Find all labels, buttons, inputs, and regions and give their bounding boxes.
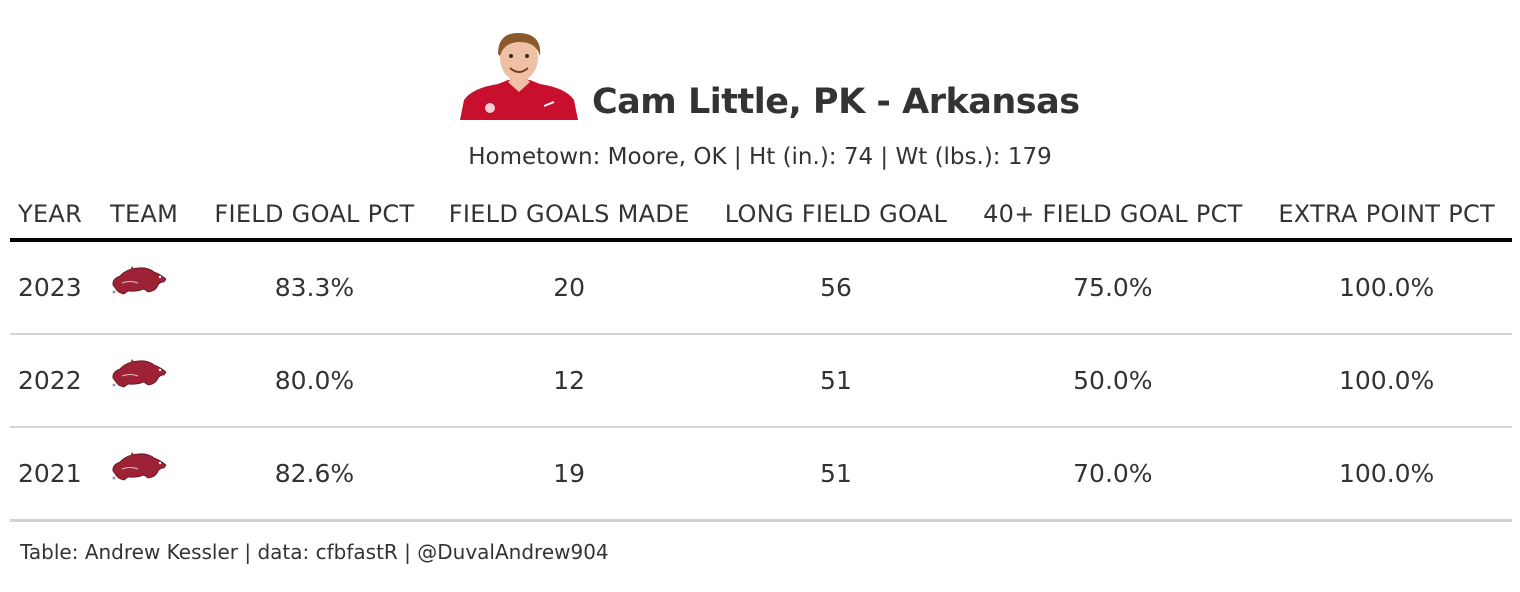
arkansas-razorback-icon <box>112 358 167 388</box>
column-header: LONG FIELD GOAL <box>707 190 965 242</box>
fg-pct-cell: 83.3% <box>198 240 431 335</box>
year-cell: 2022 <box>10 334 102 428</box>
table-row: 2022 80.0% 12 51 50.0% 100.0% <box>10 334 1512 428</box>
source-caption: Table: Andrew Kessler | data: cfbfastR |… <box>20 540 609 564</box>
column-header: FIELD GOAL PCT <box>198 190 431 242</box>
team-cell <box>102 334 198 428</box>
long-fg-cell: 51 <box>707 427 965 522</box>
xp-pct-cell: 100.0% <box>1261 334 1512 428</box>
year-cell: 2021 <box>10 427 102 522</box>
stats-table: YEAR TEAM FIELD GOAL PCT FIELD GOALS MAD… <box>10 190 1512 522</box>
table-header-row: YEAR TEAM FIELD GOAL PCT FIELD GOALS MAD… <box>10 190 1512 242</box>
column-header: TEAM <box>102 190 198 242</box>
fg-pct-cell: 82.6% <box>198 427 431 522</box>
team-cell <box>102 427 198 522</box>
fg-made-cell: 12 <box>430 334 708 428</box>
fg40-pct-cell: 70.0% <box>964 427 1262 522</box>
fg-pct-cell: 80.0% <box>198 334 431 428</box>
fg-made-cell: 19 <box>430 427 708 522</box>
column-header: YEAR <box>10 190 102 242</box>
fg40-pct-cell: 75.0% <box>964 240 1262 335</box>
arkansas-razorback-icon <box>112 451 167 481</box>
xp-pct-cell: 100.0% <box>1261 427 1512 522</box>
arkansas-razorback-icon <box>112 265 167 295</box>
column-header: 40+ FIELD GOAL PCT <box>964 190 1262 242</box>
fg-made-cell: 20 <box>430 240 708 335</box>
column-header: FIELD GOALS MADE <box>430 190 708 242</box>
column-header: EXTRA POINT PCT <box>1261 190 1512 242</box>
team-cell <box>102 240 198 335</box>
fg40-pct-cell: 50.0% <box>964 334 1262 428</box>
long-fg-cell: 56 <box>707 240 965 335</box>
player-headshot-icon <box>460 32 578 120</box>
title-row: Cam Little, PK - Arkansas <box>0 28 1520 122</box>
page-title: Cam Little, PK - Arkansas <box>592 82 1080 122</box>
page-subtitle: Hometown: Moore, OK | Ht (in.): 74 | Wt … <box>468 144 1052 170</box>
table-row: 2023 83.3% 20 56 75.0% 100.0% <box>10 240 1512 335</box>
table-row: 2021 82.6% 19 51 70.0% 100.0% <box>10 427 1512 522</box>
long-fg-cell: 51 <box>707 334 965 428</box>
xp-pct-cell: 100.0% <box>1261 240 1512 335</box>
year-cell: 2023 <box>10 240 102 335</box>
